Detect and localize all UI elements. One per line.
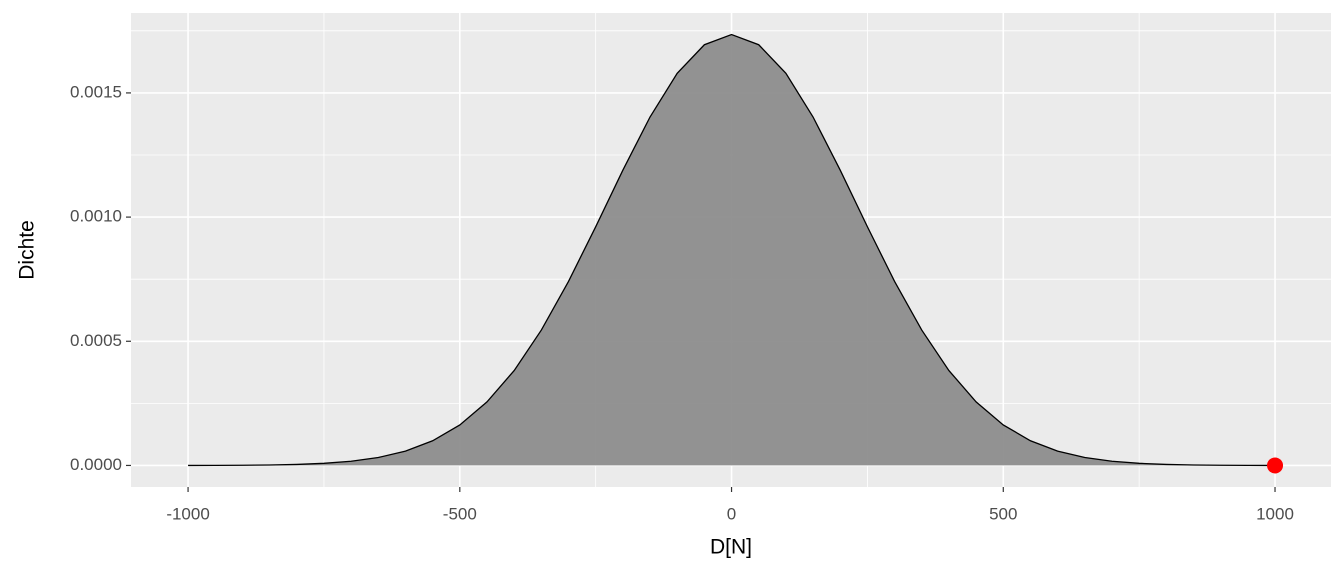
area [188,34,1276,466]
x-tick-label: -500 [443,504,477,523]
y-axis-title: Dichte [16,220,39,280]
y-tick-label: 0.0010 [70,207,122,226]
y-tick-label: 0.0000 [70,455,122,474]
y-tick-label: 0.0005 [70,331,122,350]
x-tick-label: 0 [727,504,736,523]
x-tick-label: 1000 [1256,504,1294,523]
x-tick-label: 500 [989,504,1017,523]
highlight-point [1267,457,1284,474]
x-tick-label: -1000 [166,504,209,523]
x-axis-title: D[N] [710,536,752,559]
y-tick-label: 0.0015 [70,82,122,101]
density-line [188,33,1276,467]
